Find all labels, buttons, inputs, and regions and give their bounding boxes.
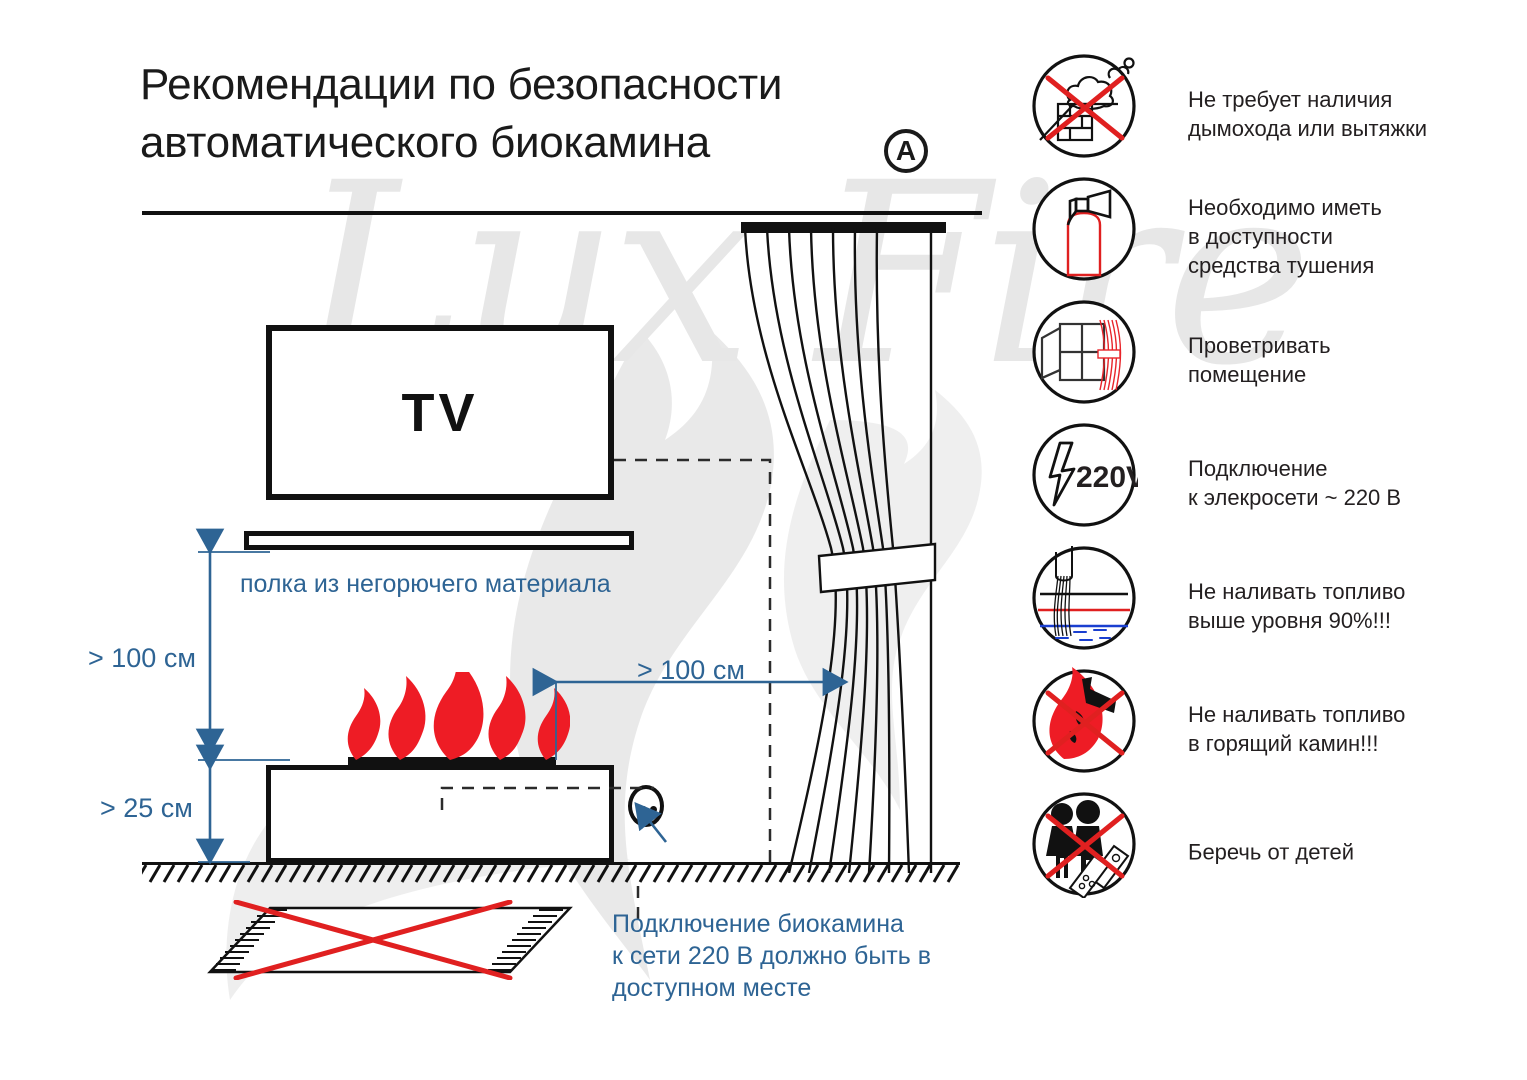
legend-item-no-chimney: Не требует наличия дымохода или вытяжки bbox=[1020, 52, 1520, 175]
legend-item-children: Беречь от детей bbox=[1020, 790, 1520, 913]
no-chimney-smoke-icon bbox=[1032, 54, 1136, 158]
legend-item-label: Подключение к элекросети ~ 220 В bbox=[1188, 455, 1402, 510]
title-line-1: Рекомендации по безопасности bbox=[140, 60, 783, 109]
socket-note: Подключение биокамина к сети 220 В должн… bbox=[612, 910, 931, 1002]
reference-lines bbox=[440, 458, 772, 920]
open-window-ventilate-icon bbox=[1032, 300, 1136, 404]
brand-logo-a: A bbox=[884, 129, 928, 173]
burner-strip bbox=[348, 757, 556, 766]
brand-logo-letter: A bbox=[895, 135, 917, 166]
curtain-rod bbox=[741, 222, 946, 233]
flame-group bbox=[347, 672, 570, 760]
fire-extinguisher-icon bbox=[1032, 177, 1136, 281]
legend-item-ventilate: Проветривать помещение bbox=[1020, 298, 1520, 421]
noncombustible-shelf bbox=[244, 531, 634, 550]
legend-item-label: Не требует наличия дымохода или вытяжки bbox=[1188, 86, 1428, 141]
safety-diagram: TV bbox=[88, 222, 960, 1002]
tv-label: TV bbox=[401, 382, 479, 443]
dimension-vertical-bottom: > 25 см bbox=[100, 793, 193, 823]
legend-item-no-refuel: Не наливать топливо в горящий камин!!! bbox=[1020, 667, 1520, 790]
forbidden-carpet bbox=[207, 900, 573, 980]
legend-item-label: Необходимо иметь в доступности средства … bbox=[1188, 194, 1382, 279]
legend-item-label: Проветривать помещение bbox=[1188, 332, 1331, 387]
no-refuel-burning-icon bbox=[1032, 667, 1136, 773]
legend-item-label: Беречь от детей bbox=[1188, 838, 1355, 864]
dimension-horizontal: > 100 см bbox=[637, 655, 745, 685]
title-line-2: автоматического биокамина bbox=[140, 118, 710, 168]
voltage-badge-text: 220V bbox=[1076, 461, 1138, 494]
legend-item-label: Не наливать топливо выше уровня 90%!!! bbox=[1188, 578, 1406, 633]
legend-item-fuel-level: Не наливать топливо выше уровня 90%!!! bbox=[1020, 544, 1520, 667]
legend-item-label: Не наливать топливо в горящий камин!!! bbox=[1188, 701, 1406, 756]
curtain bbox=[743, 227, 937, 873]
tv-screen: TV bbox=[266, 325, 614, 500]
fuel-level-90-icon bbox=[1032, 546, 1136, 650]
dimension-vertical-top: > 100 см bbox=[88, 643, 196, 673]
floor-hatching bbox=[142, 862, 960, 883]
keep-away-children-icon bbox=[1032, 792, 1136, 898]
biofireplace-body bbox=[266, 765, 614, 863]
electric-220v-icon: 220V bbox=[1032, 423, 1138, 527]
page-title: Рекомендации по безопасности автоматичес… bbox=[140, 56, 960, 172]
shelf-note: полка из негорючего материала bbox=[240, 570, 611, 598]
legend-item-220v: 220V Подключение к элекросети ~ 220 В bbox=[1020, 421, 1520, 544]
legend-list: Не требует наличия дымохода или вытяжки … bbox=[1020, 52, 1520, 913]
dimension-arrows bbox=[195, 528, 849, 865]
header-divider bbox=[142, 211, 982, 215]
legend-item-extinguisher: Необходимо иметь в доступности средства … bbox=[1020, 175, 1520, 298]
